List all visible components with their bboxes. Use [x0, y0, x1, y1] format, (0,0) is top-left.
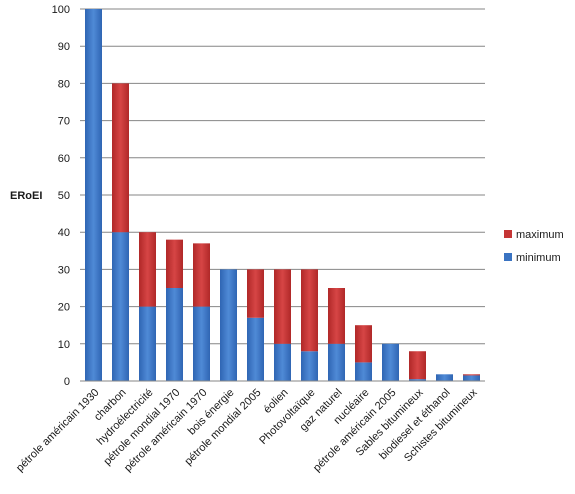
bar-minimum — [382, 343, 399, 381]
bar-minimum — [193, 306, 210, 381]
bar-maximum — [355, 325, 372, 363]
legend-swatch-minimum — [504, 253, 512, 261]
bar-maximum — [328, 288, 345, 344]
y-tick-label: 100 — [52, 4, 70, 16]
bar-maximum — [247, 269, 264, 318]
y-tick-label: 90 — [58, 41, 70, 53]
y-axis-label: ERoEI — [10, 190, 42, 202]
bar-minimum — [436, 374, 453, 381]
bar-minimum — [112, 232, 129, 381]
bar-maximum — [193, 243, 210, 307]
bar-minimum — [301, 351, 318, 381]
bar-maximum — [301, 269, 318, 352]
bar-minimum — [220, 269, 237, 381]
bar-maximum — [409, 351, 426, 380]
bar-maximum — [112, 83, 129, 233]
bar-minimum — [247, 317, 264, 381]
legend-swatch-maximum — [504, 230, 512, 238]
bar-minimum — [355, 362, 372, 381]
y-tick-label: 30 — [58, 264, 70, 276]
bar-minimum — [328, 343, 345, 381]
bar-minimum — [139, 306, 156, 381]
y-tick-label: 50 — [58, 190, 70, 202]
legend: maximum minimum — [504, 229, 564, 264]
bar-maximum — [274, 269, 291, 344]
y-tick-label: 60 — [58, 153, 70, 165]
legend-label-maximum: maximum — [516, 229, 564, 241]
y-tick-label: 20 — [58, 302, 70, 314]
y-tick-label: 10 — [58, 339, 70, 351]
bar-maximum — [139, 232, 156, 307]
y-tick-label: 80 — [58, 78, 70, 90]
bar-maximum — [463, 374, 480, 376]
bar-minimum — [85, 9, 102, 381]
bar-minimum — [463, 375, 480, 381]
y-axis-ticks: 0 10 20 30 40 50 60 70 80 90 100 — [52, 4, 70, 388]
y-tick-label: 40 — [58, 227, 70, 239]
y-tick-label: 0 — [64, 376, 70, 388]
bars — [85, 9, 480, 381]
bar-minimum — [166, 288, 183, 381]
bar-minimum — [409, 379, 426, 381]
legend-label-minimum: minimum — [516, 252, 561, 264]
x-axis-labels: pétrole américain 1930charbonhydroélectr… — [14, 386, 480, 474]
x-tick-label: pétrole américain 1930 — [14, 387, 102, 475]
bar-maximum — [166, 239, 183, 288]
y-tick-label: 70 — [58, 116, 70, 128]
bar-minimum — [274, 343, 291, 381]
